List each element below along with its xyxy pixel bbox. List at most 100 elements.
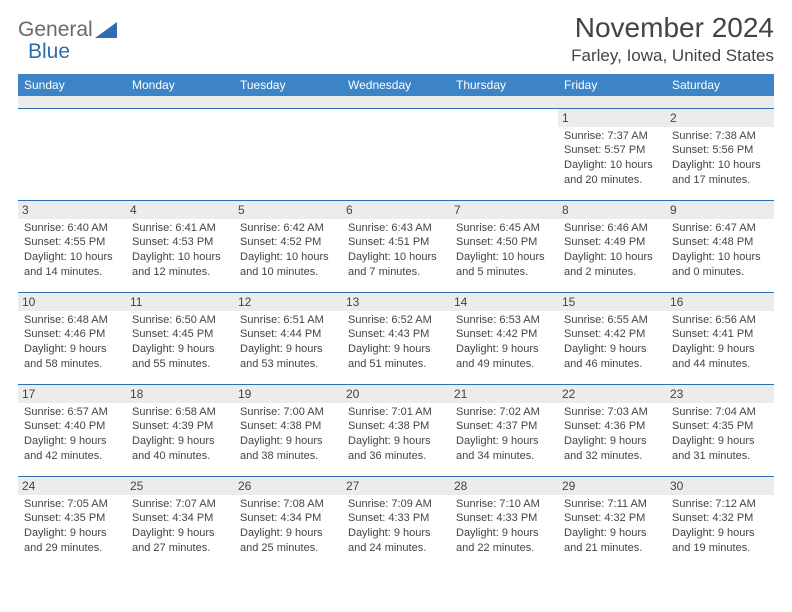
sunrise-line: Sunrise: 6:57 AM: [24, 405, 120, 420]
day-number: 9: [666, 201, 774, 219]
sunset-line: Sunset: 4:33 PM: [348, 511, 444, 526]
sunrise-line: Sunrise: 6:41 AM: [132, 221, 228, 236]
daylight-line: Daylight: 9 hours and 58 minutes.: [24, 342, 120, 372]
day-number: 6: [342, 201, 450, 219]
sunset-line: Sunset: 5:56 PM: [672, 143, 768, 158]
sunrise-line: Sunrise: 6:51 AM: [240, 313, 336, 328]
day-cell: 7Sunrise: 6:45 AMSunset: 4:50 PMDaylight…: [450, 200, 558, 292]
day-cell: 11 Sunrise: 6:50 AMSunset: 4:45 PMDayligh…: [126, 292, 234, 384]
daylight-line: Daylight: 10 hours and 20 minutes.: [564, 158, 660, 188]
sunset-line: Sunset: 4:43 PM: [348, 327, 444, 342]
sunrise-line: Sunrise: 7:12 AM: [672, 497, 768, 512]
daylight-line: Daylight: 9 hours and 40 minutes.: [132, 434, 228, 464]
day-number: 13: [342, 293, 450, 311]
weekday-header: Saturday: [666, 74, 774, 96]
day-cell: 24Sunrise: 7:05 AMSunset: 4:35 PMDayligh…: [18, 476, 126, 568]
weekday-header: Sunday: [18, 74, 126, 96]
empty-cell: [342, 108, 450, 200]
daylight-line: Daylight: 9 hours and 55 minutes.: [132, 342, 228, 372]
sunrise-line: Sunrise: 6:50 AM: [132, 313, 228, 328]
sunset-line: Sunset: 4:45 PM: [132, 327, 228, 342]
sunset-line: Sunset: 4:44 PM: [240, 327, 336, 342]
sunset-line: Sunset: 4:51 PM: [348, 235, 444, 250]
sunset-line: Sunset: 5:57 PM: [564, 143, 660, 158]
sunset-line: Sunset: 4:49 PM: [564, 235, 660, 250]
daylight-line: Daylight: 9 hours and 42 minutes.: [24, 434, 120, 464]
sunset-line: Sunset: 4:52 PM: [240, 235, 336, 250]
sunrise-line: Sunrise: 6:40 AM: [24, 221, 120, 236]
day-number: 24: [18, 477, 126, 495]
day-number: 19: [234, 385, 342, 403]
sunrise-line: Sunrise: 6:52 AM: [348, 313, 444, 328]
day-cell: 18Sunrise: 6:58 AMSunset: 4:39 PMDayligh…: [126, 384, 234, 476]
daylight-line: Daylight: 10 hours and 5 minutes.: [456, 250, 552, 280]
day-cell: 1 Sunrise: 7:37 AMSunset: 5:57 PMDaylight…: [558, 108, 666, 200]
sunrise-line: Sunrise: 6:43 AM: [348, 221, 444, 236]
daylight-line: Daylight: 9 hours and 21 minutes.: [564, 526, 660, 556]
weekday-header: Monday: [126, 74, 234, 96]
daylight-line: Daylight: 9 hours and 22 minutes.: [456, 526, 552, 556]
day-number: 5: [234, 201, 342, 219]
sunset-line: Sunset: 4:34 PM: [132, 511, 228, 526]
sunset-line: Sunset: 4:40 PM: [24, 419, 120, 434]
sunrise-line: Sunrise: 7:00 AM: [240, 405, 336, 420]
day-number: 15: [558, 293, 666, 311]
day-cell: 21Sunrise: 7:02 AMSunset: 4:37 PMDayligh…: [450, 384, 558, 476]
sunrise-line: Sunrise: 7:11 AM: [564, 497, 660, 512]
sunset-line: Sunset: 4:33 PM: [456, 511, 552, 526]
location-text: Farley, Iowa, United States: [571, 46, 774, 66]
sunset-line: Sunset: 4:42 PM: [456, 327, 552, 342]
logo-text-blue: Blue: [28, 40, 70, 63]
logo-text-general: General: [18, 18, 93, 42]
weekday-header: Wednesday: [342, 74, 450, 96]
daylight-line: Daylight: 9 hours and 51 minutes.: [348, 342, 444, 372]
day-number: 25: [126, 477, 234, 495]
sunset-line: Sunset: 4:34 PM: [240, 511, 336, 526]
day-cell: 25Sunrise: 7:07 AMSunset: 4:34 PMDayligh…: [126, 476, 234, 568]
sunrise-line: Sunrise: 6:55 AM: [564, 313, 660, 328]
sunrise-line: Sunrise: 7:08 AM: [240, 497, 336, 512]
daylight-line: Daylight: 9 hours and 46 minutes.: [564, 342, 660, 372]
page-header: General November 2024 Farley, Iowa, Unit…: [18, 12, 774, 66]
calendar-body: 1Sunrise: 7:37 AMSunset: 5:57 PMDaylight…: [18, 96, 774, 568]
daylight-line: Daylight: 10 hours and 12 minutes.: [132, 250, 228, 280]
weekday-header: Friday: [558, 74, 666, 96]
calendar-table: SundayMondayTuesdayWednesdayThursdayFrid…: [18, 74, 774, 568]
day-number: 1: [558, 109, 666, 127]
daylight-line: Daylight: 9 hours and 49 minutes.: [456, 342, 552, 372]
daylight-line: Daylight: 10 hours and 0 minutes.: [672, 250, 768, 280]
sunrise-line: Sunrise: 7:03 AM: [564, 405, 660, 420]
day-number: 7: [450, 201, 558, 219]
day-cell: 5Sunrise: 6:42 AMSunset: 4:52 PMDaylight…: [234, 200, 342, 292]
day-cell: 26Sunrise: 7:08 AMSunset: 4:34 PMDayligh…: [234, 476, 342, 568]
day-number: 30: [666, 477, 774, 495]
day-cell: 28Sunrise: 7:10 AMSunset: 4:33 PMDayligh…: [450, 476, 558, 568]
day-cell: 4Sunrise: 6:41 AMSunset: 4:53 PMDaylight…: [126, 200, 234, 292]
sunset-line: Sunset: 4:39 PM: [132, 419, 228, 434]
sunrise-line: Sunrise: 6:58 AM: [132, 405, 228, 420]
sunrise-line: Sunrise: 6:47 AM: [672, 221, 768, 236]
sunrise-line: Sunrise: 6:42 AM: [240, 221, 336, 236]
sunset-line: Sunset: 4:38 PM: [348, 419, 444, 434]
sunrise-line: Sunrise: 7:07 AM: [132, 497, 228, 512]
sunrise-line: Sunrise: 6:46 AM: [564, 221, 660, 236]
sunrise-line: Sunrise: 7:01 AM: [348, 405, 444, 420]
logo-blue-row: Blue: [28, 40, 70, 64]
daylight-line: Daylight: 10 hours and 17 minutes.: [672, 158, 768, 188]
day-cell: 27Sunrise: 7:09 AMSunset: 4:33 PMDayligh…: [342, 476, 450, 568]
day-cell: 16Sunrise: 6:56 AMSunset: 4:41 PMDayligh…: [666, 292, 774, 384]
day-number: 12: [234, 293, 342, 311]
day-number: 14: [450, 293, 558, 311]
sunrise-line: Sunrise: 7:37 AM: [564, 129, 660, 144]
daylight-line: Daylight: 9 hours and 19 minutes.: [672, 526, 768, 556]
day-number: 11: [126, 293, 234, 311]
sunrise-line: Sunrise: 6:53 AM: [456, 313, 552, 328]
day-cell: 9Sunrise: 6:47 AMSunset: 4:48 PMDaylight…: [666, 200, 774, 292]
daylight-line: Daylight: 9 hours and 36 minutes.: [348, 434, 444, 464]
day-number: 27: [342, 477, 450, 495]
daylight-line: Daylight: 10 hours and 14 minutes.: [24, 250, 120, 280]
calendar-header-row: SundayMondayTuesdayWednesdayThursdayFrid…: [18, 74, 774, 96]
logo: General: [18, 18, 117, 42]
empty-cell: [126, 108, 234, 200]
sunset-line: Sunset: 4:35 PM: [24, 511, 120, 526]
